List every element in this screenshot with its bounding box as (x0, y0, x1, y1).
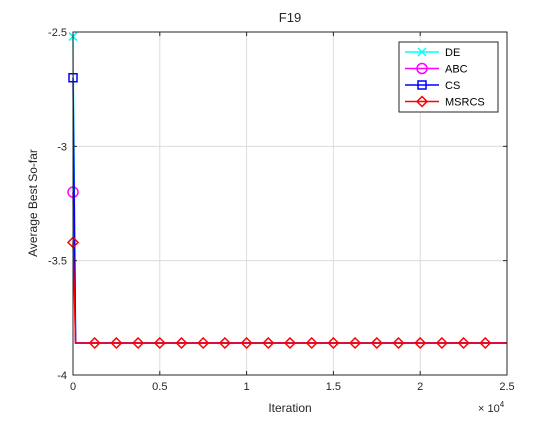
x-tick-label: 0 (70, 381, 76, 393)
data-point-msrcs (327, 336, 340, 350)
y-tick-label: -3 (57, 141, 67, 153)
ticks: 0 0.5 1 1.5 2 2.5 -4 -3.5 -3 -2.5 (48, 27, 515, 393)
legend-marker-de (417, 47, 427, 57)
legend-label-cs: CS (445, 80, 460, 92)
data-point-msrcs (153, 336, 166, 350)
legend-marker-cs (417, 80, 427, 90)
data-point-msrcs (132, 336, 145, 350)
data-point-msrcs (175, 336, 188, 350)
x-tick-label: 2.5 (499, 381, 514, 393)
data-point-msrcs (457, 336, 470, 350)
y-tick-label: -4 (57, 370, 67, 382)
chart-title: F19 (279, 10, 301, 25)
legend-label-de: DE (445, 47, 460, 59)
data-point-msrcs (197, 336, 210, 350)
x-tick-label: 0.5 (152, 381, 167, 393)
data-point-msrcs (262, 336, 275, 350)
x-exponent-base: × 10 (478, 403, 500, 415)
data-point-msrcs (392, 336, 405, 350)
x-exponent-power: 4 (500, 400, 505, 409)
legend-box (398, 41, 499, 113)
data-point-msrcs (283, 336, 297, 350)
y-axis-label: Average Best So-far (26, 149, 40, 257)
y-tick-label: -2.5 (48, 27, 67, 39)
legend-item-de: DE (405, 47, 460, 59)
legend-item-msrcs: MSRCS (405, 95, 485, 109)
data-point-msrcs (349, 336, 362, 350)
legend: DE ABC CS MSRCS (398, 41, 499, 113)
data-point-msrcs (240, 336, 253, 350)
data-point-msrcs (435, 336, 448, 350)
y-tick-label: -3.5 (48, 256, 67, 268)
series-line-msrcs (72, 242, 507, 344)
x-axis-label: Iteration (268, 401, 311, 415)
legend-item-cs: CS (405, 80, 460, 92)
legend-label-abc: ABC (445, 64, 468, 76)
data-point-msrcs (88, 336, 101, 350)
x-exponent-label: × 104 (478, 400, 505, 415)
legend-marker-abc (416, 62, 428, 75)
legend-item-abc: ABC (405, 62, 468, 76)
x-tick-label: 1.5 (326, 381, 341, 393)
series-layer (66, 32, 507, 350)
data-point-msrcs (414, 336, 427, 350)
data-point-msrcs (479, 336, 492, 350)
x-tick-label: 2 (417, 381, 423, 393)
data-point-msrcs (110, 336, 123, 350)
data-point-msrcs (370, 336, 383, 350)
series-msrcs (66, 236, 507, 350)
legend-label-msrcs: MSRCS (445, 97, 485, 109)
x-tick-label: 1 (244, 381, 250, 393)
data-point-msrcs (305, 336, 318, 350)
legend-marker-msrcs (415, 95, 429, 108)
data-point-msrcs (218, 336, 231, 350)
axes-box (72, 31, 508, 376)
